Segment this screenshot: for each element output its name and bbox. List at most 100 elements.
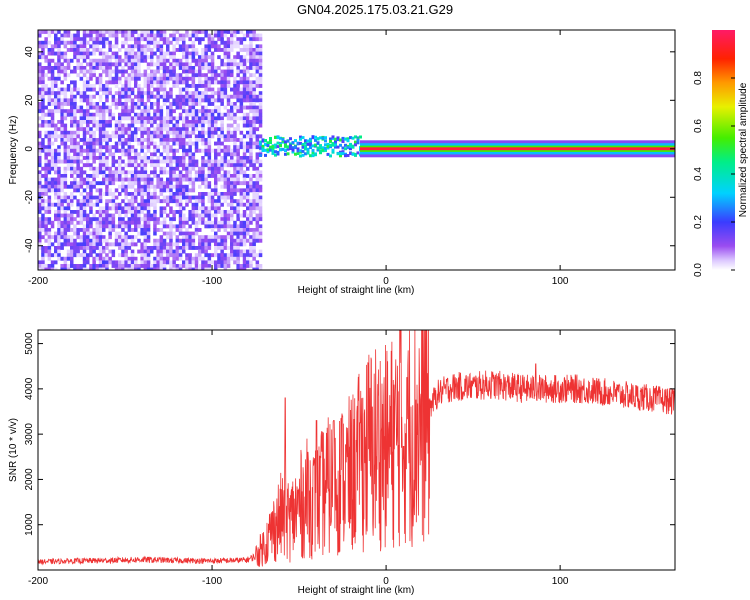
heatmap-cell (118, 58, 122, 63)
heatmap-cell (242, 66, 247, 70)
heatmap-cell (236, 116, 240, 121)
heatmap-cell (70, 37, 74, 42)
heatmap-cell (38, 228, 42, 232)
heatmap-cell (191, 112, 196, 117)
heatmap-cell (47, 242, 52, 247)
heatmap-cell (185, 87, 189, 92)
heatmap-cell (188, 120, 192, 124)
heatmap-cell (41, 102, 45, 106)
heatmap-cell (185, 73, 189, 78)
heatmap-cell (194, 127, 199, 132)
heatmap-cell (258, 267, 263, 270)
heatmap-cell (143, 159, 148, 164)
heatmap-cell (47, 91, 52, 96)
heatmap-cell (70, 91, 74, 96)
heatmap-cell (242, 177, 247, 182)
heatmap-cell (137, 58, 141, 63)
heatmap-cell (143, 120, 148, 124)
heatmap-cell (98, 163, 103, 168)
heatmap-cell (143, 202, 148, 207)
heatmap-cell (57, 94, 61, 99)
heatmap-cell (220, 217, 224, 222)
heatmap-cell (214, 238, 218, 243)
snr-x-ticks: -200 -100 0 100 (28, 330, 569, 587)
heatmap-cell (134, 69, 138, 74)
heatmap-cell (194, 134, 199, 139)
heatmap-cell (185, 242, 189, 247)
heatmap-cell (249, 260, 253, 265)
heatmap-cell (236, 55, 240, 60)
heatmap-cell (304, 139, 307, 143)
heatmap-cell (252, 174, 256, 178)
heatmap-cell (210, 33, 215, 38)
heatmap-cell (76, 249, 80, 254)
heatmap-cell (159, 44, 164, 49)
heatmap-cell (220, 264, 224, 268)
heatmap-cell (356, 141, 360, 145)
heatmap-cell (127, 76, 132, 81)
heatmap-cell (127, 30, 132, 34)
heatmap-cell (188, 138, 192, 142)
heatmap-cell (223, 105, 228, 110)
heatmap-cell (127, 33, 132, 38)
heatmap-cell (249, 141, 253, 146)
heatmap-cell (124, 55, 128, 60)
heatmap-cell (134, 127, 138, 132)
heatmap-cell (38, 33, 42, 38)
heatmap-cell (258, 44, 263, 49)
heatmap-cell (175, 105, 180, 110)
heatmap-cell (185, 94, 189, 99)
heatmap-cell (346, 154, 350, 157)
heatmap-cell (198, 58, 202, 63)
heatmap-cell (233, 181, 237, 186)
heatmap-cell (217, 80, 221, 85)
heatmap-cell (70, 174, 74, 178)
heatmap-cell (239, 94, 244, 99)
heatmap-cell (201, 105, 205, 110)
heatmap-cell (102, 120, 106, 124)
heatmap-cell (137, 192, 141, 196)
heatmap-cell (63, 174, 68, 178)
heatmap-cell (41, 105, 45, 110)
heatmap-cell (70, 123, 74, 128)
heatmap-cell (252, 30, 256, 34)
heatmap-cell (98, 224, 103, 229)
heatmap-cell (178, 238, 183, 243)
heatmap-cell (124, 152, 128, 157)
heatmap-cell (159, 112, 164, 117)
heatmap-cell (172, 62, 176, 67)
heatmap-cell (172, 33, 176, 38)
heatmap-cell (258, 264, 263, 268)
heatmap-cell (60, 105, 64, 110)
heatmap-cell (169, 156, 173, 160)
heatmap-cell (258, 116, 263, 121)
heatmap-cell (217, 159, 221, 164)
heatmap-cell (76, 37, 80, 42)
heatmap-cell (73, 120, 77, 124)
heatmap-cell (63, 98, 68, 103)
heatmap-cell (175, 127, 180, 132)
heatmap-cell (150, 138, 154, 142)
heatmap-cell (230, 192, 234, 196)
heatmap-cell (124, 94, 128, 99)
heatmap-cell (191, 58, 196, 63)
heatmap-cell (76, 159, 80, 164)
heatmap-cell (217, 105, 221, 110)
heatmap-cell (114, 33, 119, 38)
heatmap-cell (134, 66, 138, 70)
heatmap-cell (121, 206, 125, 211)
heatmap-cell (146, 30, 151, 34)
heatmap-cell (124, 170, 128, 175)
heatmap-cell (127, 37, 132, 42)
heatmap-cell (198, 242, 202, 247)
heatmap-cell (220, 174, 224, 178)
heatmap-cell (309, 154, 312, 158)
heatmap-cell (159, 51, 164, 56)
heatmap-cell (201, 242, 205, 247)
heatmap-cell (178, 206, 183, 211)
heatmap-cell (236, 235, 240, 240)
heatmap-cell (92, 87, 96, 92)
heatmap-cell (79, 184, 84, 189)
heatmap-cell (86, 148, 90, 153)
heatmap-cell (191, 120, 196, 124)
